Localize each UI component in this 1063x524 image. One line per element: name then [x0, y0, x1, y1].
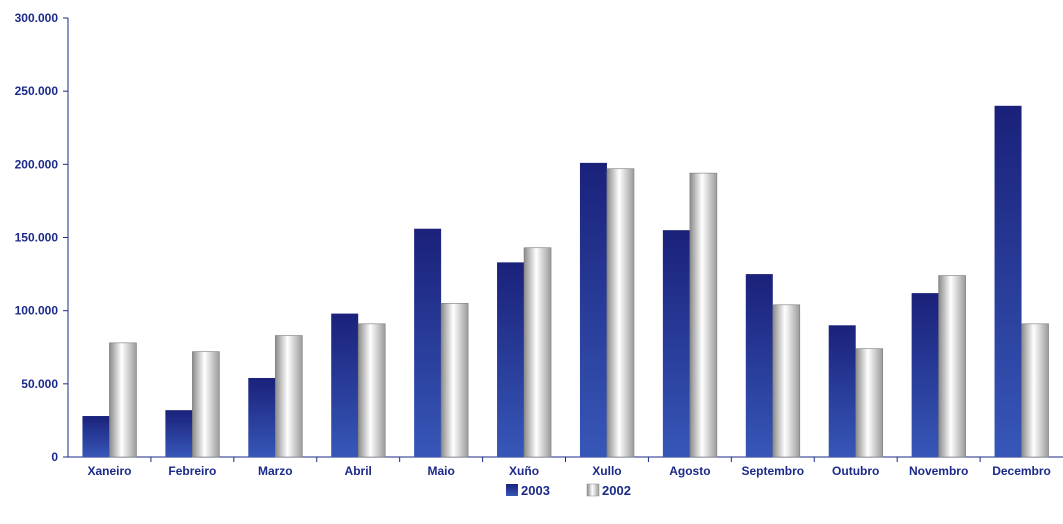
y-tick-label: 0: [51, 450, 58, 464]
legend: 2003 2002: [506, 483, 631, 498]
y-tick-label: 200.000: [15, 157, 59, 171]
x-tick-label-xaneiro: Xaneiro: [87, 464, 131, 478]
bar-2002-agosto: [689, 172, 718, 458]
bar-2003-abril: [331, 313, 359, 457]
bar-2003-decembro: [994, 105, 1022, 458]
bar-2003-febreiro: [165, 410, 193, 457]
bar-2003-novembro: [911, 293, 939, 457]
bar-2003-outubro: [828, 325, 856, 457]
legend-item-2002: 2002: [586, 483, 631, 498]
x-tick-label-abril: Abril: [345, 464, 372, 478]
bar-2002-xaneiro: [109, 342, 137, 458]
bar-2003-xullo: [579, 162, 607, 457]
bar-2003-septembro: [745, 274, 773, 457]
bar-2002-maio: [440, 303, 469, 458]
x-tick-label-decembro: Decembro: [992, 464, 1051, 478]
y-tick-label: 50.000: [21, 377, 58, 391]
x-tick-label-maio: Maio: [427, 464, 454, 478]
x-tick-label-xuño: Xuño: [509, 464, 539, 478]
bar-2002-xuño: [523, 247, 552, 458]
y-tick-label: 150.000: [15, 231, 59, 245]
legend-swatch-2003: [506, 484, 518, 496]
x-tick-label-xullo: Xullo: [592, 464, 621, 478]
bar-2002-febreiro: [192, 351, 220, 458]
legend-swatch-2002: [586, 483, 600, 497]
legend-label-2002: 2002: [602, 483, 631, 498]
y-tick-label: 300.000: [15, 11, 59, 25]
bar-2003-maio: [414, 228, 442, 457]
bar-2003-xuño: [497, 262, 525, 457]
bar-2003-marzo: [248, 377, 276, 457]
bar-2002-xullo: [606, 168, 635, 458]
x-tick-label-agosto: Agosto: [669, 464, 710, 478]
x-ticks: Xaneiro Febreiro Marzo Abril Maio Xuño Xullo Ag…: [87, 457, 1051, 478]
bar-2002-septembro: [772, 304, 801, 458]
bar-2002-novembro: [938, 275, 966, 458]
x-tick-label-novembro: Novembro: [909, 464, 968, 478]
y-tick-label: 100.000: [15, 304, 59, 318]
x-tick-label-outubro: Outubro: [832, 464, 879, 478]
bar-2002-outubro: [855, 348, 884, 458]
bar-2002-decembro: [1021, 323, 1049, 458]
y-ticks: 0 50.000 100.000 150.000 200.000 250.000 300.0…: [15, 11, 68, 464]
bar-2002-abril: [357, 323, 386, 458]
y-tick-label: 250.000: [15, 84, 59, 98]
legend-label-2003: 2003: [521, 483, 550, 498]
bars: [82, 105, 1049, 458]
bar-2003-xaneiro: [82, 416, 110, 457]
bar-2002-marzo: [274, 335, 303, 458]
x-tick-label-marzo: Marzo: [258, 464, 293, 478]
legend-item-2003: 2003: [506, 483, 550, 498]
x-tick-label-septembro: Septembro: [741, 464, 804, 478]
x-tick-label-febreiro: Febreiro: [168, 464, 216, 478]
bar-2003-agosto: [662, 230, 690, 457]
